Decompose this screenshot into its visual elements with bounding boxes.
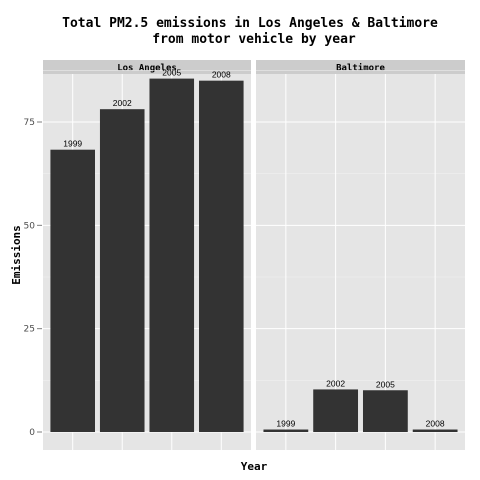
bar-label-1999: 1999 (63, 139, 82, 149)
facet-strip-label: Baltimore (336, 63, 385, 74)
y-tick-label: 0 (29, 428, 35, 438)
bar-label-2008: 2008 (426, 419, 445, 429)
bar-label-1999: 1999 (276, 419, 295, 429)
facet-panels: Los Angeles 1999 2002 2005 2008 Baltimore 1999… (43, 60, 465, 450)
bar-2002 (99, 109, 145, 432)
y-axis: 0 25 50 75 (24, 118, 42, 438)
panel-baltimore: Baltimore 1999 2002 2005 2008 (256, 60, 465, 450)
bar-2008 (412, 429, 458, 432)
bar-2005 (149, 78, 195, 432)
bar-2008 (199, 80, 244, 433)
panel-background (256, 74, 465, 450)
bar-1999 (50, 149, 95, 432)
chart-title-line-1: Total PM2.5 emissions in Los Angeles & B… (62, 16, 438, 31)
bar-label-2002: 2002 (113, 98, 132, 108)
y-axis-title: Emissions (10, 225, 23, 285)
bar-1999 (263, 429, 309, 432)
x-axis-title: Year (241, 460, 268, 473)
bar-2005 (362, 390, 408, 432)
y-tick-label: 25 (24, 325, 35, 335)
y-tick-label: 75 (24, 118, 35, 128)
bar-label-2005: 2005 (376, 379, 395, 389)
bar-2002 (313, 389, 359, 432)
bar-label-2008: 2008 (212, 70, 231, 80)
bar-label-2005: 2005 (162, 68, 181, 78)
chart-title-line-2: from motor vehicle by year (152, 32, 356, 47)
panel-los-angeles: Los Angeles 1999 2002 2005 2008 (43, 60, 251, 450)
y-tick-label: 50 (24, 221, 36, 231)
facet-strip-label: Los Angeles (117, 64, 177, 74)
bar-label-2002: 2002 (326, 378, 345, 388)
